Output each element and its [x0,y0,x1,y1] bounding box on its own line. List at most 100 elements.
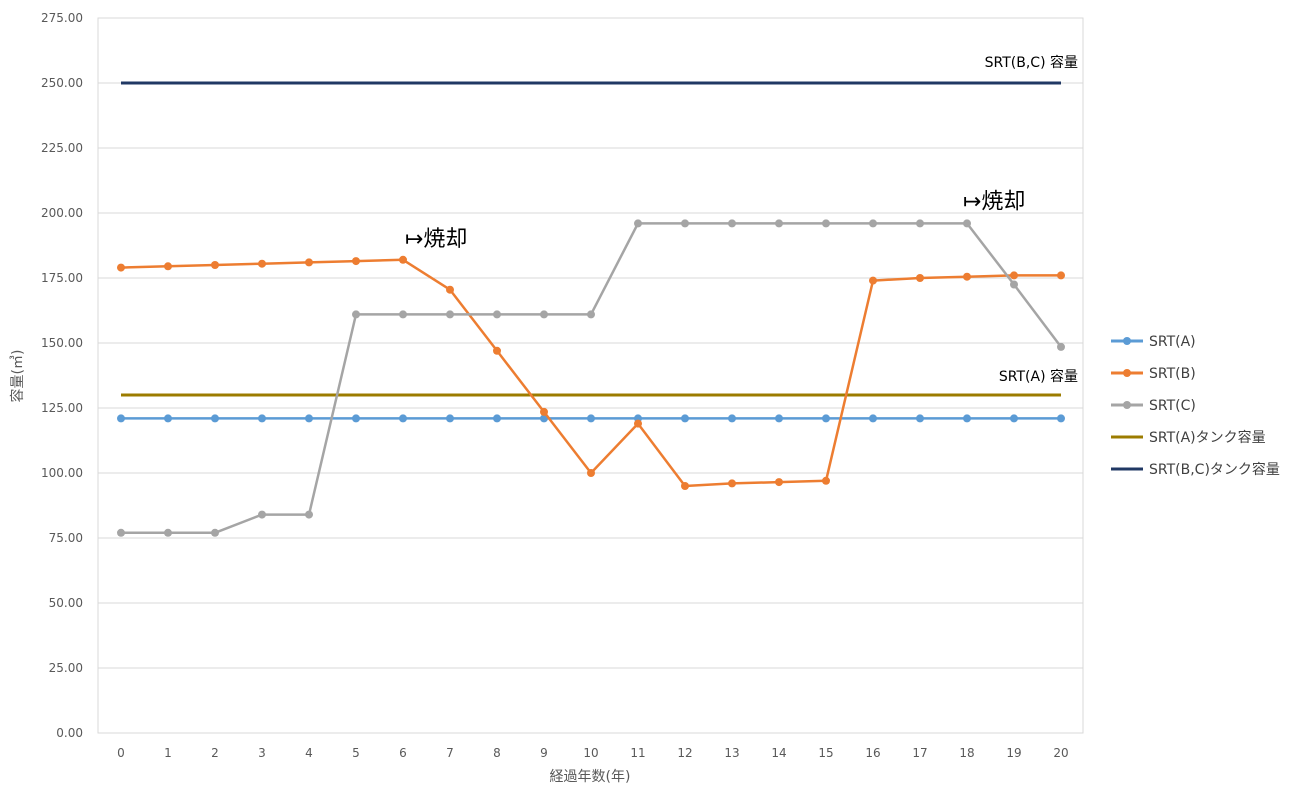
x-tick-label: 20 [1053,746,1068,760]
legend-marker [1123,401,1131,409]
data-point [1057,414,1065,423]
data-point [728,219,736,228]
x-tick-label: 11 [630,746,645,760]
x-tick-label: 19 [1006,746,1021,760]
data-point [916,274,924,282]
legend-item: SRT(A) [1111,334,1196,350]
annotation-label: SRT(B,C) 容量 [985,54,1078,71]
x-tick-label: 17 [912,746,927,760]
legend-label: SRT(A) [1149,334,1196,350]
annotation-label: SRT(A) 容量 [999,368,1078,385]
x-tick-label: 9 [540,746,548,760]
data-point [305,258,313,267]
data-point [822,219,830,228]
data-point [352,257,360,266]
data-point [869,276,877,285]
data-point [587,469,595,477]
data-point [164,414,172,423]
plot-area [97,17,1084,734]
data-point [728,479,736,488]
x-tick-label: 16 [865,746,880,760]
y-tick-label: 0.00 [56,726,83,740]
data-point [916,414,924,423]
legend-item: SRT(B) [1111,366,1196,382]
y-tick-label: 275.00 [41,11,83,25]
data-point [681,482,689,490]
legend-item: SRT(B,C)タンク容量 [1111,461,1280,478]
data-point [446,285,454,294]
x-tick-label: 14 [771,746,786,760]
data-point [540,407,548,416]
data-point [775,219,783,228]
data-point [681,414,689,423]
legend-label: SRT(B) [1149,366,1196,382]
annotation-label: ↦焼却 [963,189,1025,214]
x-tick-label: 8 [493,746,501,760]
x-tick-label: 10 [583,746,598,760]
data-point [1057,271,1065,280]
y-tick-label: 75.00 [49,531,83,545]
data-point [117,263,125,272]
series-lines [117,81,1065,537]
data-point [399,414,407,423]
data-point [634,219,642,228]
y-tick-label: 250.00 [41,76,83,90]
data-point [587,414,595,423]
legend-label: SRT(A)タンク容量 [1149,429,1266,446]
x-tick-labels: 0 1 2 3 4 5 6 7 8 9 10 11 12 13 14 15 16 17 18 19 20 [117,746,1068,760]
data-point [1057,342,1065,351]
data-point [728,414,736,423]
x-tick-label: 7 [446,746,454,760]
data-point [117,414,125,423]
data-point [493,346,501,355]
series-0 [117,414,1065,423]
data-point [399,310,407,319]
y-tick-label: 25.00 [49,661,83,675]
data-point [540,310,548,319]
series-1 [117,255,1065,490]
data-point [963,272,971,281]
legend-label: SRT(B,C)タンク容量 [1149,461,1280,478]
data-point [1010,280,1018,289]
legend-item: SRT(A)タンク容量 [1111,429,1266,446]
x-tick-label: 1 [164,746,172,760]
x-axis-title: 経過年数(年) [550,769,631,785]
data-point [117,528,125,537]
x-tick-label: 6 [399,746,407,760]
y-tick-labels: 0.00 25.00 50.00 75.00 100.00 125.00 150.00 175… [41,11,83,740]
data-point [258,259,266,268]
data-point [305,414,313,423]
data-point [352,310,360,319]
data-point [1010,414,1018,423]
x-tick-label: 4 [305,746,313,760]
legend-label: SRT(C) [1149,398,1196,414]
data-point [869,219,877,228]
x-tick-label: 15 [818,746,833,760]
y-tick-label: 100.00 [41,466,83,480]
series-2 [117,219,1065,537]
legend-marker [1123,369,1131,377]
data-point [916,219,924,228]
data-point [493,414,501,423]
y-tick-label: 50.00 [49,596,83,610]
data-point [164,262,172,271]
x-tick-label: 12 [677,746,692,760]
data-point [822,414,830,423]
x-tick-label: 0 [117,746,125,760]
data-point [446,310,454,319]
annotations: SRT(B,C) 容量 SRT(A) 容量 ↦焼却 ↦焼却 [405,54,1078,385]
legend: SRT(A) SRT(B) SRT(C) SRT(A)タンク容量 SRT(B,C)タンク… [1111,334,1280,478]
data-point [634,419,642,428]
y-tick-label: 150.00 [41,336,83,350]
y-axis-title: 容量(㎥) [9,350,26,403]
data-point [822,476,830,485]
data-point [587,310,595,319]
y-tick-label: 200.00 [41,206,83,220]
data-point [305,510,313,519]
data-point [493,310,501,319]
legend-item: SRT(C) [1111,398,1196,414]
data-point [775,414,783,423]
data-point [399,255,407,264]
data-point [211,261,219,269]
